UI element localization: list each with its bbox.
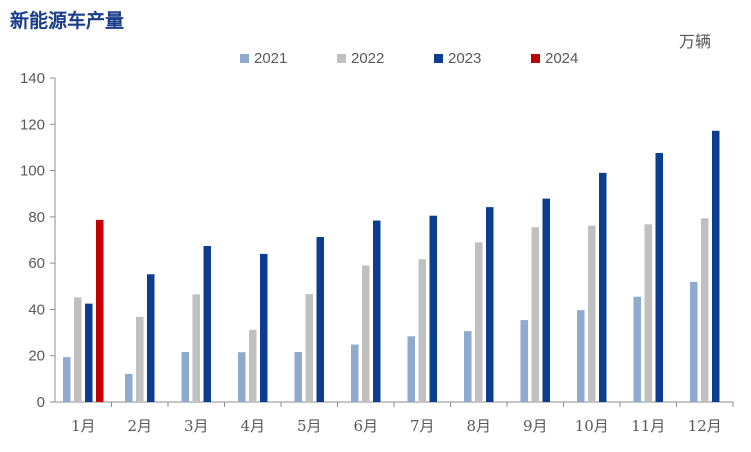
- bar-2021-2: [125, 373, 133, 402]
- x-tick-label: 2月: [127, 417, 152, 435]
- x-tick-label: 11月: [631, 417, 665, 435]
- bar-2021-5: [294, 352, 302, 402]
- x-tick-label: 4月: [240, 417, 265, 435]
- x-tick-label: 6月: [353, 417, 378, 435]
- bar-2022-5: [305, 294, 313, 402]
- bar-2021-10: [577, 310, 585, 402]
- chart-title: 新能源车产量: [10, 10, 125, 32]
- bar-2022-3: [192, 294, 200, 402]
- bar-2023-6: [373, 220, 381, 402]
- bar-2022-12: [701, 218, 709, 402]
- x-tick-label: 9月: [523, 417, 548, 435]
- y-tick-label: 100: [20, 163, 45, 180]
- bar-2022-4: [249, 329, 257, 402]
- bar-2024-1: [96, 219, 104, 402]
- bar-2023-10: [599, 172, 607, 402]
- legend-swatch-2021: [240, 54, 249, 63]
- bar-2023-4: [260, 253, 268, 402]
- bar-2023-2: [147, 274, 155, 402]
- bar-2021-7: [407, 336, 415, 402]
- legend-item-2021: 2021: [240, 50, 337, 67]
- x-tick-label: 7月: [410, 417, 435, 435]
- x-tick-label: 10月: [575, 417, 609, 435]
- x-tick-label: 1月: [71, 417, 96, 435]
- bar-2022-2: [136, 316, 144, 402]
- y-tick-label: 20: [28, 348, 45, 365]
- x-tick-label: 3月: [184, 417, 209, 435]
- bar-2023-7: [429, 215, 437, 402]
- bar-2022-7: [418, 259, 426, 402]
- bar-2022-11: [644, 224, 652, 402]
- legend-swatch-2023: [434, 54, 443, 63]
- y-tick-label: 60: [28, 255, 45, 272]
- bar-2023-3: [203, 246, 211, 402]
- x-tick-label: 5月: [297, 417, 322, 435]
- bar-2023-9: [542, 198, 550, 402]
- legend-label-2024: 2024: [545, 50, 579, 67]
- bar-2021-1: [63, 357, 71, 402]
- legend-label-2021: 2021: [254, 50, 288, 67]
- legend-item-2023: 2023: [434, 50, 531, 67]
- legend-item-2022: 2022: [337, 50, 434, 67]
- unit-label: 万辆: [679, 32, 712, 51]
- bar-2021-8: [464, 331, 472, 402]
- y-tick-label: 0: [37, 394, 45, 411]
- y-tick-label: 80: [28, 209, 45, 226]
- bar-2021-3: [181, 352, 189, 402]
- bar-2021-6: [351, 344, 359, 402]
- bar-2021-4: [238, 352, 246, 402]
- x-tick-label: 12月: [688, 417, 722, 435]
- legend: 2021 2022 2023 2024: [240, 50, 628, 67]
- bar-2021-11: [633, 296, 641, 402]
- bar-2023-12: [712, 130, 720, 402]
- legend-label-2023: 2023: [448, 50, 482, 67]
- bar-2022-10: [588, 225, 596, 402]
- y-tick-label: 40: [28, 301, 45, 318]
- legend-item-2024: 2024: [531, 50, 628, 67]
- bar-2022-1: [74, 297, 82, 402]
- bar-2022-6: [362, 265, 370, 402]
- bar-2021-9: [520, 320, 528, 402]
- legend-swatch-2024: [531, 54, 540, 63]
- bar-2022-8: [475, 242, 483, 402]
- y-tick-label: 140: [20, 70, 45, 87]
- bar-2023-8: [486, 207, 494, 402]
- legend-label-2022: 2022: [351, 50, 385, 67]
- bar-2021-12: [690, 281, 698, 402]
- legend-swatch-2022: [337, 54, 346, 63]
- bar-2023-1: [85, 303, 93, 402]
- bar-2023-5: [316, 236, 324, 402]
- bar-2022-9: [531, 227, 539, 402]
- x-tick-label: 8月: [466, 417, 491, 435]
- bar-2023-11: [655, 152, 663, 402]
- y-tick-label: 120: [20, 116, 45, 133]
